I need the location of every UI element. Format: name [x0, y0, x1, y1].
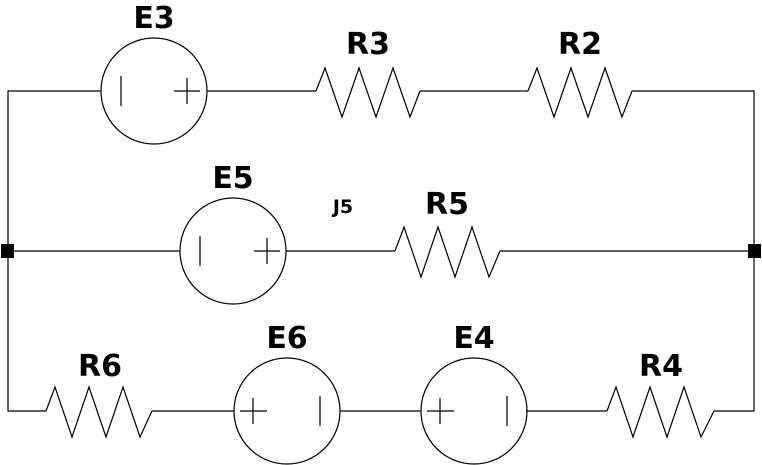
node-left — [1, 244, 14, 258]
wire-bottom-left — [7, 251, 46, 412]
source-e4 — [420, 357, 528, 465]
source-e6 — [233, 357, 341, 465]
source-e5 — [179, 197, 287, 305]
source-e3 — [100, 37, 208, 145]
label-r5: R5 — [425, 187, 469, 222]
label-r3: R3 — [346, 27, 390, 62]
wire-top-left — [7, 90, 101, 251]
label-e3: E3 — [133, 1, 174, 36]
label-r6: R6 — [78, 349, 122, 384]
label-e4: E4 — [453, 321, 494, 356]
resistor-r6 — [45, 385, 153, 439]
wires — [7, 90, 755, 412]
label-j5: J5 — [331, 196, 353, 218]
node-right — [748, 244, 761, 258]
label-r2: R2 — [558, 27, 602, 62]
label-r4: R4 — [639, 349, 683, 384]
resistor-r4 — [606, 385, 715, 439]
wire-top-right — [632, 90, 755, 251]
resistor-r5 — [394, 225, 501, 279]
resistor-r3 — [315, 66, 421, 119]
wire-bottom-right — [714, 251, 755, 412]
label-e6: E6 — [266, 321, 307, 356]
resistor-r2 — [527, 66, 633, 119]
label-e5: E5 — [212, 161, 253, 196]
